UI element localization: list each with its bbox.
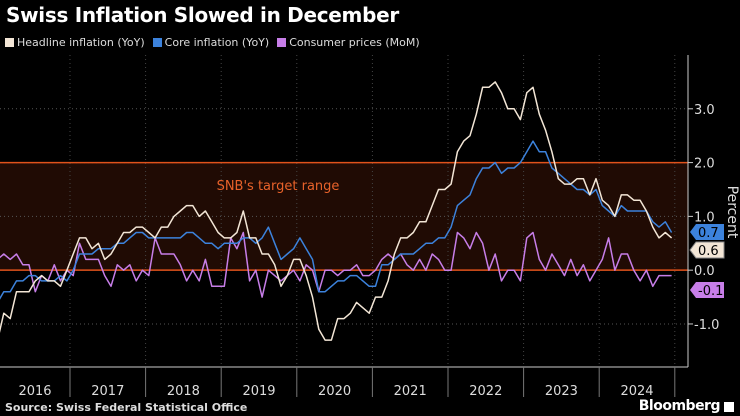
- x-tick-label: 2016: [18, 384, 51, 399]
- x-tick-label: 2019: [242, 384, 275, 399]
- legend-label: Headline inflation (YoY): [17, 36, 145, 49]
- legend-label: Consumer prices (MoM): [289, 36, 420, 49]
- source-note: Source: Swiss Federal Statistical Office: [5, 401, 248, 414]
- x-tick-label: 2023: [545, 384, 578, 399]
- legend-swatch: [152, 38, 162, 47]
- y-axis-label: Percent: [724, 186, 740, 239]
- y-tick-label: -1.0: [694, 318, 719, 333]
- legend: Headline inflation (YoY) Core inflation …: [5, 36, 420, 49]
- legend-item-mom: Consumer prices (MoM): [277, 36, 420, 49]
- y-tick-label: 3.0: [694, 103, 715, 118]
- core-last-tag: [690, 224, 724, 240]
- y-tick-label: 2.0: [694, 157, 715, 172]
- series-line-0: [0, 81, 673, 341]
- y-tick-label: 1.0: [694, 210, 715, 225]
- x-tick-label: 2020: [318, 384, 351, 399]
- legend-item-headline: Headline inflation (YoY): [5, 36, 145, 49]
- headline-last-tag: [689, 241, 725, 259]
- mom-last-tag: [690, 282, 724, 298]
- legend-swatch: [5, 38, 14, 47]
- series-line-1: [0, 140, 673, 300]
- x-tick-label: 2017: [91, 384, 124, 399]
- legend-item-core: Core inflation (YoY): [152, 36, 270, 49]
- headline-last-value-label: 0.6: [698, 244, 719, 259]
- legend-swatch: [277, 38, 287, 47]
- x-tick-label: 2022: [469, 384, 502, 399]
- mom-last-value-label: -0.1: [698, 284, 723, 299]
- bloomberg-terminal-icon: [724, 402, 734, 412]
- brand-logo: Bloomberg: [638, 398, 721, 414]
- x-tick-label: 2024: [620, 384, 653, 399]
- y-tick-label: 0.0: [694, 264, 715, 279]
- core-last-value-label: 0.7: [698, 226, 719, 241]
- legend-label: Core inflation (YoY): [164, 36, 270, 49]
- series-line-2: [0, 231, 672, 298]
- chart-title: Swiss Inflation Slowed in December: [6, 3, 399, 27]
- x-tick-label: 2018: [167, 384, 200, 399]
- band-annotation: SNB's target range: [217, 179, 340, 194]
- x-tick-label: 2021: [394, 384, 427, 399]
